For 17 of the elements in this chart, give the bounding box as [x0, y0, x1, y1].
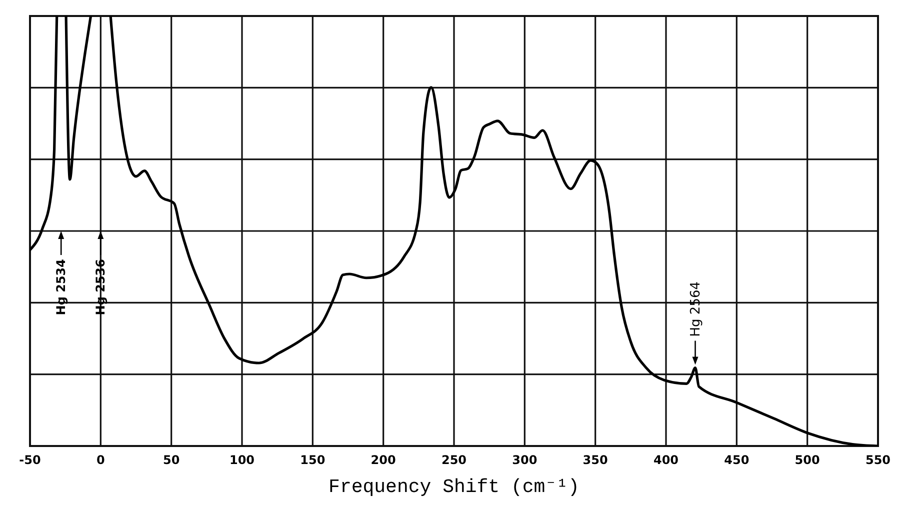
- x-tick-label: 100: [229, 453, 255, 467]
- x-tick-label: 200: [370, 453, 396, 467]
- x-tick-label: 450: [724, 453, 750, 467]
- annotation: Hg 2536: [94, 259, 108, 316]
- annotation: Hg 2534: [54, 259, 68, 316]
- x-tick-label: 550: [865, 453, 891, 467]
- x-tick-label: 250: [441, 453, 467, 467]
- x-tick-label: 400: [653, 453, 679, 467]
- x-axis-title: Frequency Shift (cm⁻¹): [328, 476, 580, 498]
- x-tick-label: 350: [582, 453, 608, 467]
- x-tick-label: 50: [162, 453, 180, 467]
- x-tick-label: 0: [96, 453, 105, 467]
- x-tick-label: 500: [794, 453, 820, 467]
- annotation: Hg 2564: [688, 281, 704, 337]
- x-tick-label: -50: [19, 453, 41, 467]
- x-tick-label: 300: [512, 453, 538, 467]
- x-tick-label: 150: [300, 453, 326, 467]
